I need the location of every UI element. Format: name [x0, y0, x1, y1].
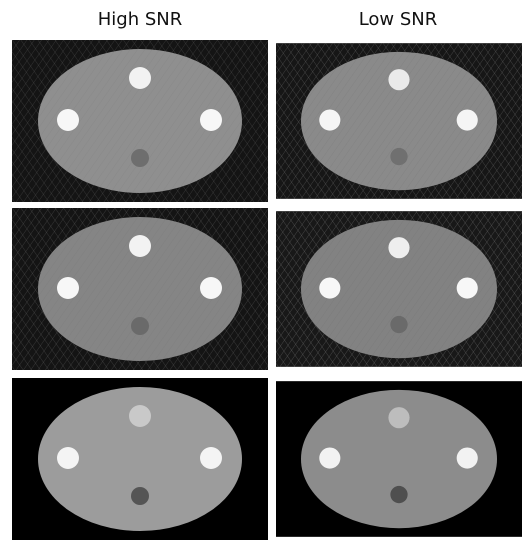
figure: High SNR Low SNR — [0, 0, 523, 542]
phantom-image — [276, 43, 522, 199]
phantom-image — [12, 40, 268, 202]
phantom-image — [276, 211, 522, 367]
phantom-image — [12, 208, 268, 370]
page: {"columns": ["High SNR", "Low SNR"]} Hig… — [0, 0, 523, 542]
column-header: Low SNR — [359, 9, 438, 30]
column-header: High SNR — [98, 9, 183, 30]
phantom-image — [276, 381, 522, 537]
phantom-image — [12, 378, 268, 540]
